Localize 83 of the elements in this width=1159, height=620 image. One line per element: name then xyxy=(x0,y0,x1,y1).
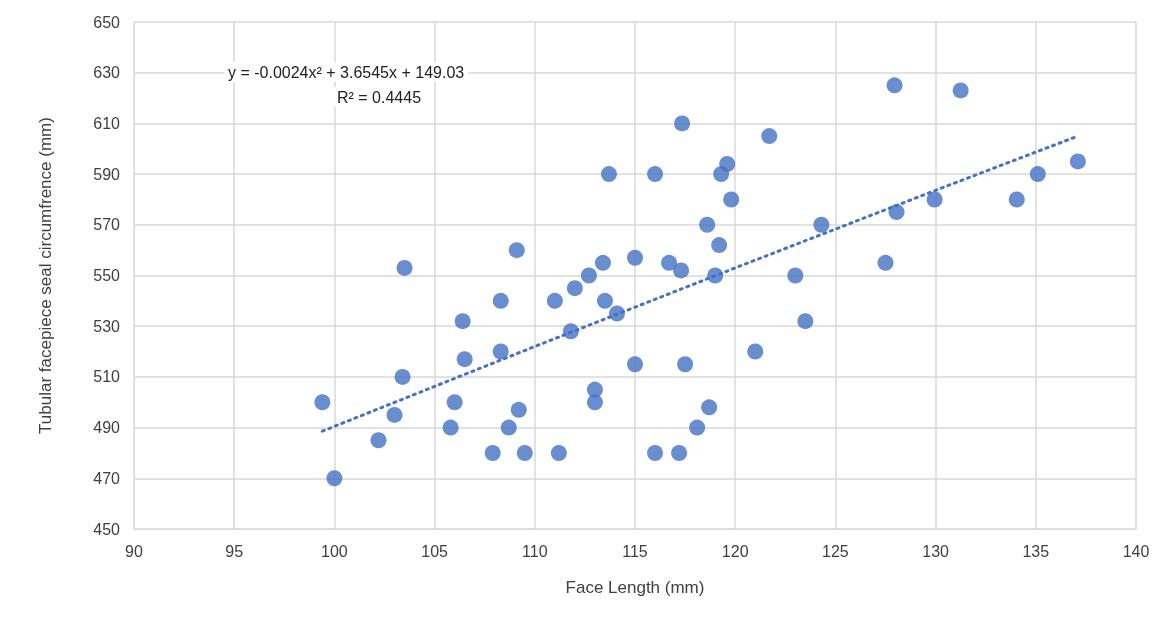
x-tick-label: 140 xyxy=(1122,542,1150,560)
y-tick-label: 630 xyxy=(93,64,121,82)
point xyxy=(813,216,830,233)
point xyxy=(314,394,331,411)
point xyxy=(877,254,894,271)
x-tick-label: 100 xyxy=(321,542,348,560)
annotation: R² = 0.4445 xyxy=(337,88,422,106)
point xyxy=(396,259,413,276)
point xyxy=(456,351,473,368)
y-tick-label: 470 xyxy=(93,469,121,487)
point xyxy=(797,313,814,330)
x-tick-label: 135 xyxy=(1022,542,1050,560)
y-tick-label: 570 xyxy=(93,216,121,234)
point xyxy=(627,356,643,373)
point xyxy=(677,356,694,373)
point xyxy=(647,444,664,461)
x-tick-label: 125 xyxy=(822,542,849,560)
line-series xyxy=(320,135,1078,433)
point xyxy=(516,444,533,461)
point xyxy=(492,343,509,360)
point xyxy=(484,444,501,461)
point xyxy=(689,419,706,436)
point xyxy=(1029,166,1046,183)
y-tick-label: 530 xyxy=(93,317,121,335)
point xyxy=(608,305,625,322)
point xyxy=(719,155,736,172)
point xyxy=(952,82,969,99)
y-axis-title: Tubular facepiece seal circumfrence (mm) xyxy=(36,117,55,434)
point xyxy=(661,254,678,271)
x-tick-label: 90 xyxy=(125,542,143,560)
y-tick-label: 490 xyxy=(93,419,121,437)
point xyxy=(707,267,724,284)
point xyxy=(394,368,411,385)
point xyxy=(370,432,387,449)
y-tick-label: 450 xyxy=(93,520,121,538)
point xyxy=(723,191,740,208)
y-tick-label: 650 xyxy=(93,13,121,31)
point xyxy=(326,470,343,487)
point xyxy=(1008,191,1025,208)
point xyxy=(1069,153,1086,170)
point xyxy=(671,444,688,461)
y-tick-label: 510 xyxy=(93,368,121,386)
point xyxy=(562,323,579,340)
point xyxy=(647,166,664,183)
point xyxy=(446,394,463,411)
point xyxy=(500,419,517,436)
point xyxy=(761,128,778,145)
point xyxy=(926,191,943,208)
point xyxy=(596,292,613,309)
point xyxy=(747,343,764,360)
point xyxy=(510,401,527,418)
x-tick-label: 120 xyxy=(721,542,749,560)
point xyxy=(600,166,617,183)
y-tick-label: 550 xyxy=(93,267,121,284)
point xyxy=(580,267,597,284)
point xyxy=(699,216,716,233)
point xyxy=(454,313,471,330)
point xyxy=(674,115,691,132)
x-axis-title: Face Length (mm) xyxy=(565,578,705,597)
point xyxy=(550,444,567,461)
point xyxy=(586,394,603,411)
x-tick-label: 95 xyxy=(225,542,244,560)
x-tick-label: 115 xyxy=(622,542,648,560)
point xyxy=(627,249,643,266)
x-tick-label: 105 xyxy=(421,542,449,560)
point xyxy=(492,292,509,309)
x-tick-label: 110 xyxy=(522,542,548,560)
point xyxy=(594,254,611,271)
annotation: y = -0.0024x² + 3.6545x + 149.03 xyxy=(228,63,465,81)
point xyxy=(386,406,403,423)
point xyxy=(701,399,718,416)
point xyxy=(546,292,563,309)
y-tick-label: 590 xyxy=(93,165,121,183)
point xyxy=(673,262,690,279)
y-tick-label: 610 xyxy=(93,114,121,132)
point xyxy=(566,280,583,297)
point xyxy=(888,204,905,221)
point xyxy=(787,267,804,284)
point xyxy=(886,77,903,94)
point xyxy=(442,419,459,436)
point xyxy=(508,242,525,259)
x-tick-label: 130 xyxy=(922,542,950,560)
point xyxy=(711,237,728,254)
